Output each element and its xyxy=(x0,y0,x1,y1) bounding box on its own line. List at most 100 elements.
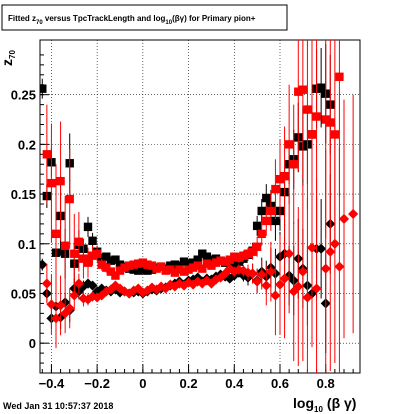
data-point-square xyxy=(312,112,321,121)
data-point-diamond xyxy=(334,261,345,272)
data-point-square xyxy=(79,254,88,263)
data-point-diamond xyxy=(114,283,126,294)
y-tick-label: 0 xyxy=(29,336,36,351)
data-point-square xyxy=(316,83,326,92)
data-point-square xyxy=(198,264,207,273)
plot-area: −0.4 −0.2 0 0.2 0.4 0.6 0.8 0 0.05 0.1 0.15 0.2 0.25 xyxy=(11,39,361,391)
data-point-square xyxy=(326,118,335,127)
data-point-square xyxy=(298,85,308,94)
y-tick-label: 0.05 xyxy=(11,286,36,301)
data-point-square xyxy=(294,87,303,96)
data-point-diamond xyxy=(197,278,208,289)
data-point-diamond xyxy=(306,242,318,253)
data-point-diamond xyxy=(302,292,313,303)
data-point-square xyxy=(289,160,298,169)
data-point-square xyxy=(198,249,207,258)
data-point-square xyxy=(262,216,271,226)
data-point-square xyxy=(111,271,120,280)
data-point-square xyxy=(230,252,239,261)
data-point-diamond xyxy=(82,294,94,305)
data-point-diamond xyxy=(55,300,66,311)
data-point-square xyxy=(152,264,161,273)
data-point-square xyxy=(202,259,212,268)
data-point-square xyxy=(193,255,202,264)
data-point-diamond xyxy=(64,303,75,314)
data-point-square xyxy=(188,258,198,267)
data-point-square xyxy=(262,193,271,203)
y-tick-label: 0.15 xyxy=(11,187,36,202)
data-point-square xyxy=(188,263,198,272)
data-point-square xyxy=(129,260,138,269)
data-point-square xyxy=(102,252,111,261)
data-point-square xyxy=(321,115,330,124)
x-tick-label: 0.6 xyxy=(271,376,289,391)
data-point-square xyxy=(88,236,97,245)
data-point-diamond xyxy=(169,281,180,292)
data-point-diamond xyxy=(279,273,290,284)
data-point-diamond xyxy=(329,238,340,249)
data-point-diamond xyxy=(256,269,267,280)
x-tick-label: 0.4 xyxy=(225,376,244,391)
data-point-square xyxy=(106,267,116,276)
data-point-diamond xyxy=(60,308,71,319)
data-point-diamond xyxy=(270,290,281,301)
data-point-square xyxy=(252,242,262,251)
data-point-diamond xyxy=(206,278,217,289)
data-point-square xyxy=(271,184,280,194)
data-point-square xyxy=(225,255,234,264)
data-point-square xyxy=(211,258,221,267)
data-point-diamond xyxy=(69,290,80,301)
data-point-square xyxy=(115,260,125,269)
data-point-square xyxy=(166,265,175,274)
data-point-square xyxy=(271,216,280,226)
data-point-diamond xyxy=(265,266,276,277)
data-point-square xyxy=(257,206,266,216)
footer-timestamp: Wed Jan 31 10:57:37 2018 xyxy=(3,401,113,411)
y-tick-label: 0.25 xyxy=(11,88,36,103)
data-point-square xyxy=(161,266,170,275)
data-point-square xyxy=(170,268,180,277)
data-point-diamond xyxy=(87,291,98,302)
data-point-diamond xyxy=(261,280,272,291)
data-point-square xyxy=(307,130,317,139)
data-point-diamond xyxy=(247,268,258,279)
x-tick-label: 0 xyxy=(139,376,146,391)
data-point-square xyxy=(234,253,244,262)
data-point-diamond xyxy=(101,286,112,297)
data-point-square xyxy=(92,249,102,258)
data-point-square xyxy=(115,266,125,275)
data-point-diamond xyxy=(252,276,263,287)
data-point-square xyxy=(134,259,143,268)
data-point-square xyxy=(111,255,120,264)
data-point-square xyxy=(280,171,289,181)
data-point-square xyxy=(106,256,116,265)
x-tick-label: 0.8 xyxy=(317,376,335,391)
data-point-diamond xyxy=(183,277,194,288)
data-layer xyxy=(40,40,359,373)
data-point-diamond xyxy=(78,281,89,292)
data-point-square xyxy=(65,194,74,204)
data-point-square xyxy=(88,251,97,260)
y-tick-label: 0.2 xyxy=(18,137,36,152)
data-point-square xyxy=(56,176,65,186)
data-point-diamond xyxy=(288,286,299,297)
data-point-diamond xyxy=(192,276,203,287)
data-point-diamond xyxy=(92,292,103,303)
data-point-square xyxy=(129,265,138,274)
data-point-square xyxy=(51,229,61,239)
data-point-square xyxy=(193,261,202,270)
data-point-square xyxy=(143,260,152,269)
chart-title: Fitted z70 versus TpcTrackLength and log… xyxy=(8,14,256,26)
data-point-square xyxy=(207,261,216,270)
data-point-square xyxy=(83,258,93,267)
svg-text:z70: z70 xyxy=(0,50,17,66)
data-point-square xyxy=(134,266,143,275)
data-point-diamond xyxy=(78,293,89,304)
data-point-square xyxy=(202,252,212,261)
data-point-diamond xyxy=(325,246,336,257)
data-point-square xyxy=(184,259,193,268)
data-point-square xyxy=(124,261,134,270)
data-point-square xyxy=(97,260,106,269)
y-axis-title: z70 xyxy=(0,50,17,66)
